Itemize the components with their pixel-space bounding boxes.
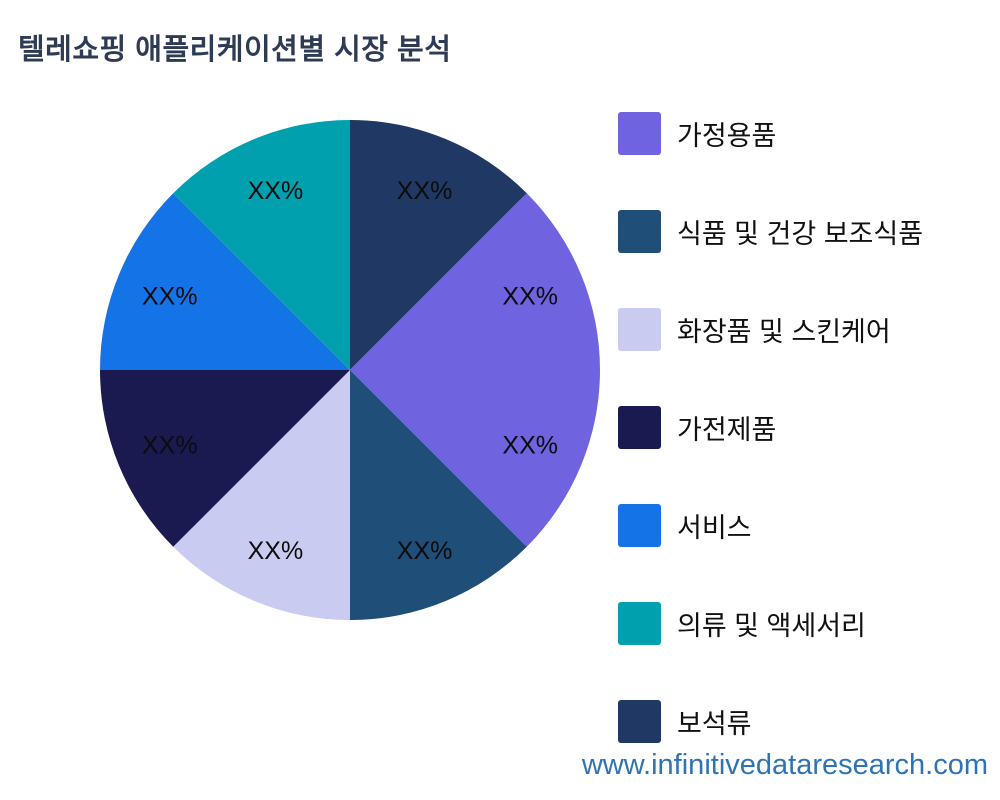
- pie-slice-0: [350, 120, 527, 370]
- legend-swatch: [618, 210, 661, 253]
- slice-value-label: XX%: [397, 537, 453, 565]
- legend-swatch: [618, 308, 661, 351]
- legend-swatch: [618, 406, 661, 449]
- pie-slice-4: [173, 370, 350, 620]
- legend-swatch: [618, 700, 661, 743]
- slice-value-label: XX%: [248, 537, 304, 565]
- legend-swatch: [618, 504, 661, 547]
- legend-item-2: 화장품 및 스킨케어: [618, 308, 923, 351]
- pie-slice-7: [173, 120, 350, 370]
- legend-item-4: 서비스: [618, 504, 923, 547]
- legend-item-1: 식품 및 건강 보조식품: [618, 210, 923, 253]
- pie-slice-5: [100, 370, 350, 547]
- chart-title: 텔레쇼핑 애플리케이션별 시장 분석: [18, 34, 452, 66]
- slice-value-label: XX%: [142, 432, 198, 460]
- pie-chart-container: XX% XX% XX% XX% XX% XX% XX% XX%: [0, 20, 700, 720]
- website-link[interactable]: www.infinitivedataresearch.com: [581, 749, 988, 781]
- slice-value-label: XX%: [142, 282, 198, 310]
- pie-slice-3: [350, 370, 527, 620]
- legend-label: 식품 및 건강 보조식품: [677, 219, 924, 249]
- legend-label: 보석류: [677, 709, 752, 739]
- pie-slice-2: [350, 370, 600, 547]
- slice-value-label: XX%: [248, 177, 304, 205]
- legend-item-0: 가정용품: [618, 112, 923, 155]
- legend-label: 가전제품: [677, 415, 777, 445]
- pie-slice-6: [100, 193, 350, 370]
- legend-label: 가정용품: [677, 121, 777, 151]
- pie-chart: XX% XX% XX% XX% XX% XX% XX% XX%: [100, 120, 600, 620]
- slice-value-label: XX%: [397, 177, 453, 205]
- pie-slice-1: [350, 193, 600, 370]
- legend-label: 서비스: [677, 513, 752, 543]
- slice-value-label: XX%: [502, 432, 558, 460]
- legend-item-3: 가전제품: [618, 406, 923, 449]
- legend-item-6: 보석류: [618, 700, 923, 743]
- slice-value-label: XX%: [502, 282, 558, 310]
- legend-swatch: [618, 112, 661, 155]
- legend-label: 의류 및 액세서리: [677, 611, 866, 641]
- legend-swatch: [618, 602, 661, 645]
- legend-label: 화장품 및 스킨케어: [677, 317, 891, 347]
- legend-item-5: 의류 및 액세서리: [618, 602, 923, 645]
